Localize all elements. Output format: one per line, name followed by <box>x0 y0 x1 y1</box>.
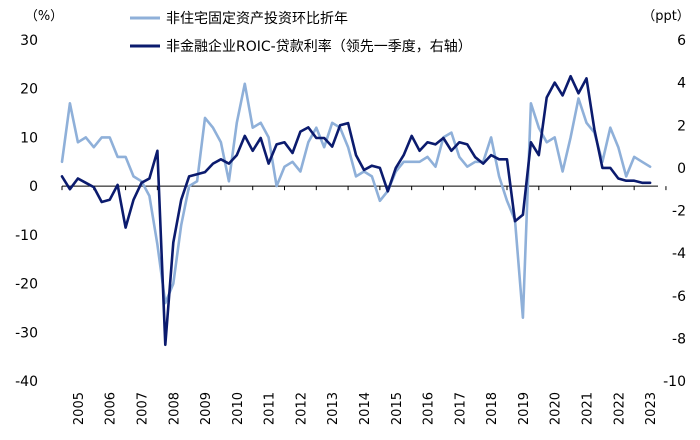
legend: 非住宅固定资产投资环比折年 非金融企业ROIC-贷款利率（领先一季度，右轴） <box>130 11 472 55</box>
x-tick-label: 2021 <box>580 392 595 425</box>
right-tick-label: -6 <box>672 289 686 305</box>
series-line-investment <box>60 82 652 320</box>
x-tick-label: 2015 <box>390 392 405 425</box>
left-axis: -40 -30 -20 -10 0 10 20 30 <box>15 33 38 390</box>
x-tick-label: 2020 <box>549 392 564 425</box>
left-tick-label: -30 <box>15 325 38 341</box>
right-tick-label: -10 <box>663 374 686 390</box>
x-tick-label: 2007 <box>135 392 150 425</box>
right-tick-label: -4 <box>672 246 686 262</box>
x-tick-label: 2017 <box>453 392 468 425</box>
x-tick-label: 2010 <box>231 392 246 425</box>
x-tick-label: 2012 <box>294 392 309 425</box>
right-tick-label: 0 <box>677 161 686 177</box>
x-tick-label: 2009 <box>199 392 214 425</box>
x-tick-label: 2014 <box>358 392 373 425</box>
x-tick-label: 2019 <box>517 392 532 425</box>
left-tick-label: 30 <box>20 33 38 49</box>
x-tick-label: 2022 <box>612 392 627 425</box>
left-tick-label: -20 <box>15 277 38 293</box>
x-tick-label: 2016 <box>422 392 437 425</box>
x-tick-label: 2023 <box>644 392 659 425</box>
right-tick-label: 2 <box>677 118 686 134</box>
series-group <box>60 74 652 347</box>
x-tick-label: 2011 <box>263 392 278 425</box>
left-tick-label: 0 <box>29 179 38 195</box>
x-tick-label: 2013 <box>326 392 341 425</box>
x-tick-label: 2005 <box>72 392 87 425</box>
x-tick-label: 2008 <box>167 392 182 425</box>
left-tick-label: -10 <box>15 228 38 244</box>
x-axis: 2005 2006 2007 2008 2009 2010 2011 2012 2013 2014… <box>61 186 667 425</box>
legend-label-roic: 非金融企业ROIC-贷款利率（领先一季度，右轴） <box>166 38 472 55</box>
right-axis: -10 -8 -6 -4 -2 0 2 4 6 <box>663 33 686 390</box>
left-tick-label: 20 <box>20 82 38 98</box>
right-tick-label: 6 <box>677 33 686 49</box>
series-line-roic <box>60 74 652 347</box>
right-tick-label: -2 <box>672 204 686 220</box>
right-axis-unit: （ppt） <box>642 9 690 24</box>
left-tick-label: -40 <box>15 374 38 390</box>
left-tick-label: 10 <box>20 130 38 146</box>
right-tick-label: -8 <box>672 331 686 347</box>
x-tick-label: 2018 <box>485 392 500 425</box>
legend-label-investment: 非住宅固定资产投资环比折年 <box>166 11 348 27</box>
left-axis-unit: （%） <box>25 9 63 24</box>
right-tick-label: 4 <box>677 76 686 92</box>
x-tick-label: 2006 <box>104 392 119 425</box>
